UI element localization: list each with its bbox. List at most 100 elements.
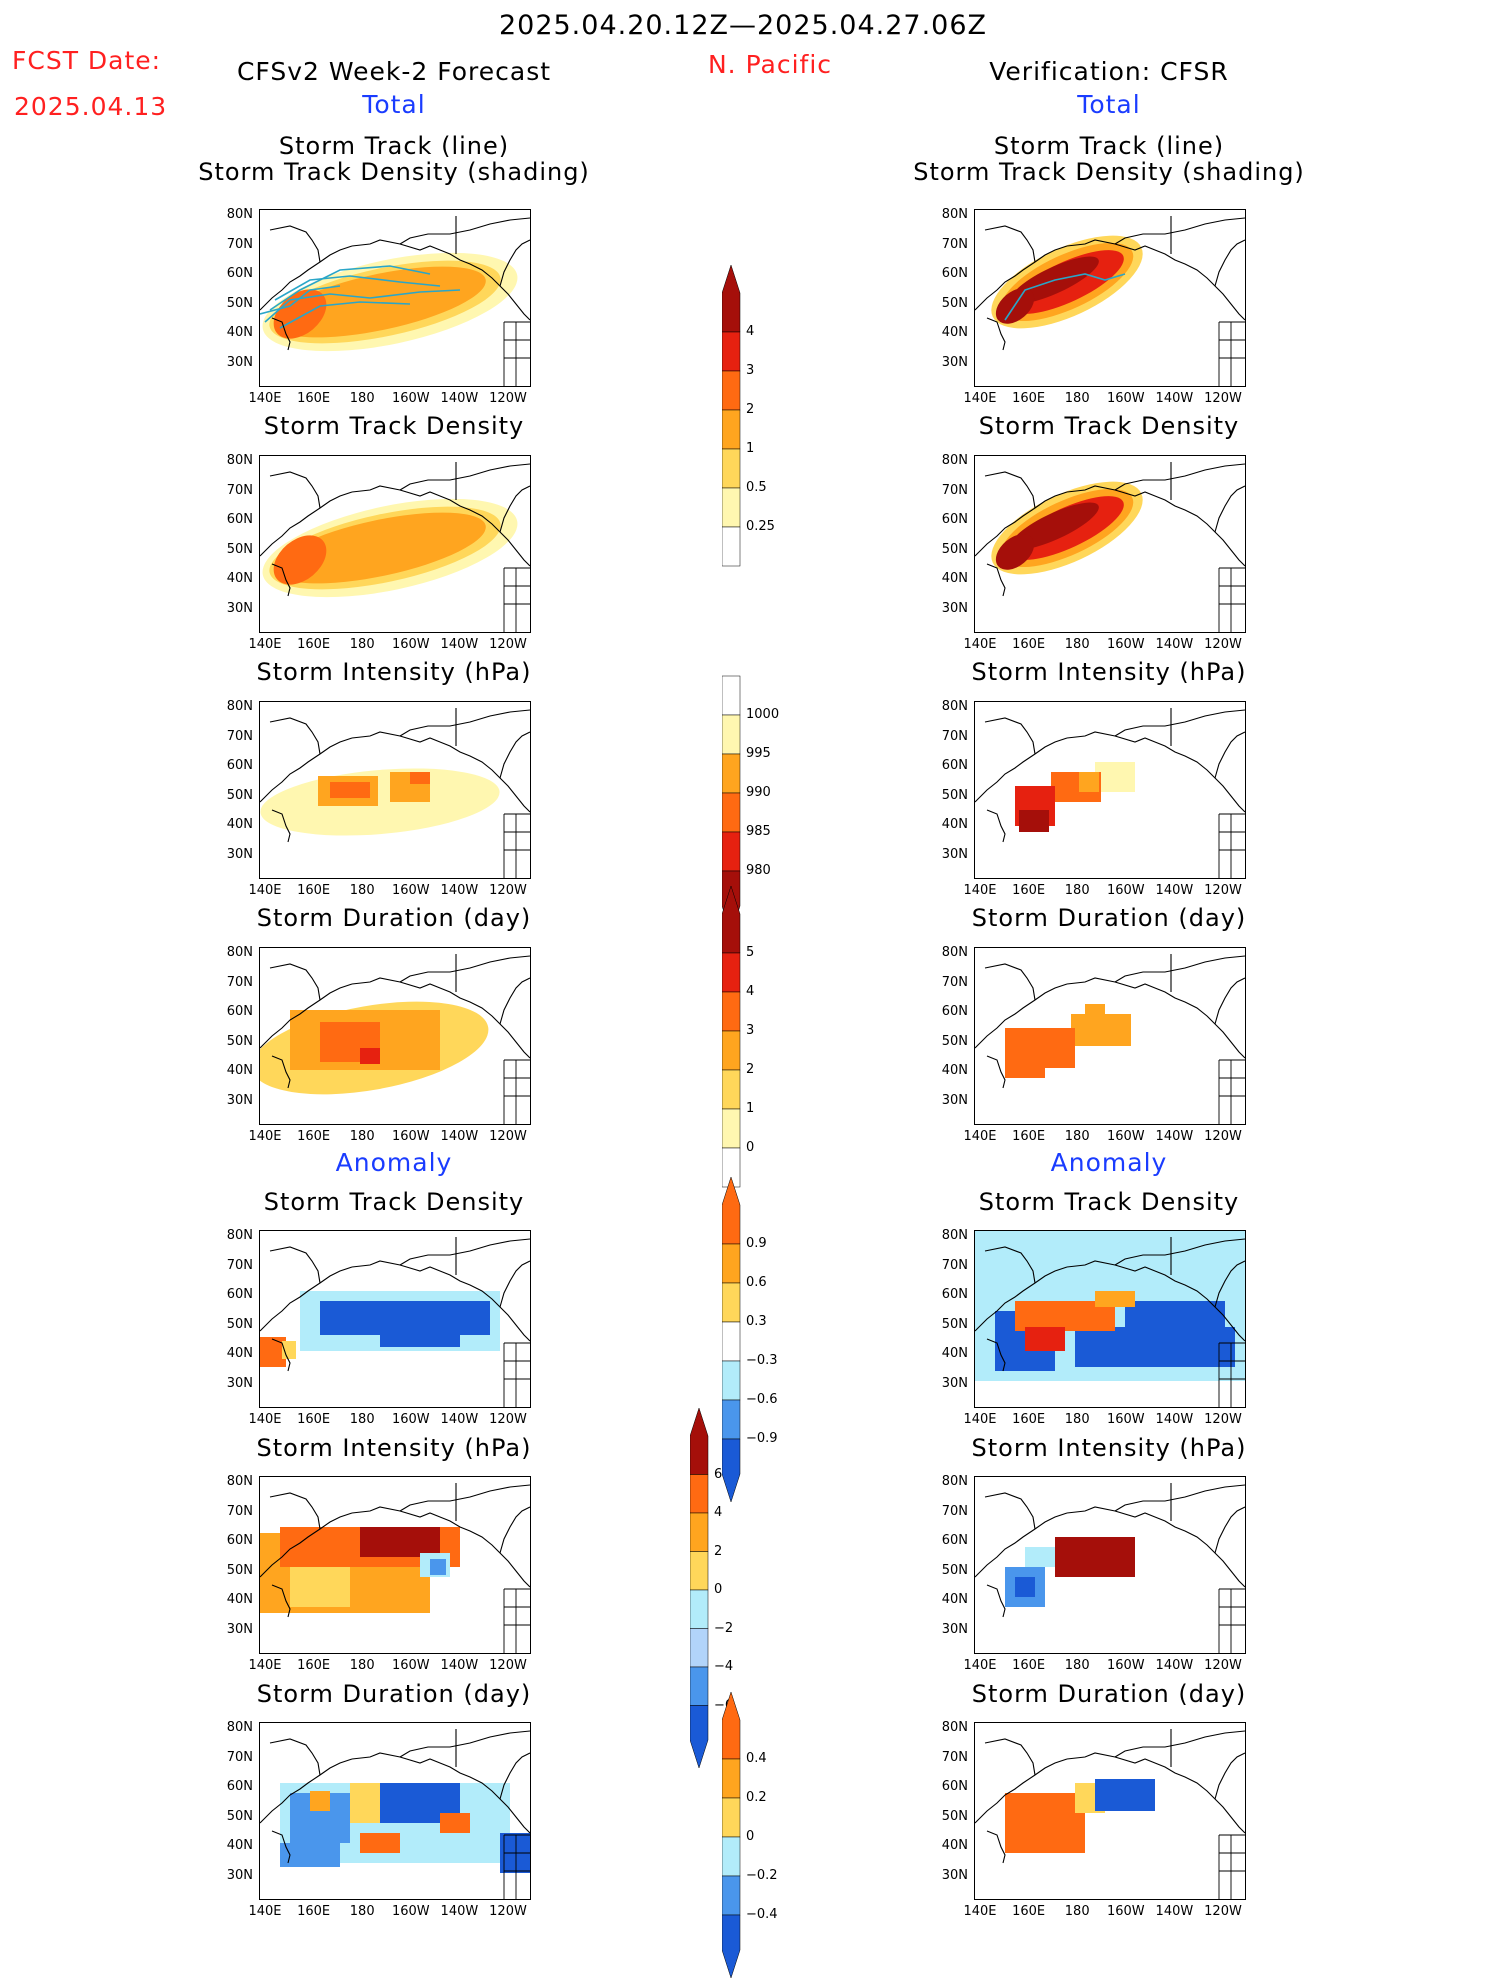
- lon-tick-label: 160W: [1106, 1658, 1145, 1673]
- lon-tick-label: 180: [1064, 637, 1090, 652]
- colorbar-tick-label: 0.3: [746, 1314, 767, 1329]
- colorbar-tick-label: 0: [746, 1140, 755, 1155]
- colorbar-tick-label: 0.5: [746, 480, 767, 495]
- lat-tick-label: 50N: [226, 1316, 253, 1332]
- colorbar-tick-label: 990: [746, 785, 771, 800]
- lon-tick-label: 140W: [440, 1658, 479, 1673]
- lon-tick-label: 120W: [489, 637, 527, 652]
- lat-tick-label: 40N: [226, 325, 253, 340]
- colorbar-tick-label: −0.3: [746, 1353, 778, 1368]
- colorbar-duration-total: 5 4 3 2 1 0: [722, 886, 812, 1188]
- lon-tick-label: 160E: [1012, 1129, 1046, 1144]
- lat-tick-label: 30N: [941, 600, 968, 616]
- lat-tick-label: 70N: [226, 1749, 253, 1765]
- lat-tick-label: 60N: [226, 1004, 253, 1019]
- lon-tick-label: 140W: [440, 883, 479, 898]
- lat-tick-label: 40N: [941, 1063, 968, 1078]
- lon-tick-label: 140E: [248, 1129, 282, 1144]
- colorbar-intensity-anomaly: 6 4 2 0 −2 −4 −6: [690, 1408, 780, 1769]
- lat-tick-label: 80N: [226, 699, 253, 714]
- lat-tick-label: 80N: [226, 1720, 253, 1735]
- verification-map-panel: [974, 455, 1246, 633]
- lon-tick-label: 120W: [489, 391, 527, 406]
- lat-tick-label: 30N: [226, 1621, 253, 1637]
- colorbar-tick-label: 995: [746, 746, 771, 761]
- lon-tick-label: 180: [349, 391, 375, 406]
- lat-tick-label: 80N: [226, 453, 253, 468]
- verification-map-panel: [974, 701, 1246, 879]
- lon-tick-label: 140E: [248, 883, 282, 898]
- lat-tick-label: 30N: [226, 1867, 253, 1883]
- lon-tick-label: 160E: [297, 1904, 331, 1919]
- lon-tick-label: 160W: [1106, 1129, 1145, 1144]
- lon-tick-label: 140E: [248, 391, 282, 406]
- lat-tick-label: 80N: [226, 945, 253, 960]
- lon-tick-label: 180: [1064, 1412, 1090, 1427]
- lat-tick-label: 30N: [226, 354, 253, 370]
- lon-tick-label: 140W: [1155, 637, 1194, 652]
- lon-tick-label: 180: [1064, 391, 1090, 406]
- lat-tick-label: 40N: [226, 571, 253, 586]
- lat-tick-label: 40N: [226, 1063, 253, 1078]
- verification-map-panel: [974, 1722, 1246, 1900]
- lon-tick-label: 140W: [440, 391, 479, 406]
- lon-tick-label: 120W: [489, 1658, 527, 1673]
- lat-tick-label: 80N: [941, 207, 968, 222]
- lat-tick-label: 60N: [226, 1779, 253, 1794]
- lat-tick-label: 50N: [941, 1808, 968, 1824]
- lat-tick-label: 50N: [226, 787, 253, 803]
- lon-tick-label: 180: [1064, 1658, 1090, 1673]
- lon-tick-label: 160W: [1106, 1412, 1145, 1427]
- lat-tick-label: 50N: [226, 295, 253, 311]
- lon-tick-label: 180: [349, 1129, 375, 1144]
- lat-tick-label: 30N: [226, 846, 253, 862]
- lon-tick-label: 160W: [1106, 883, 1145, 898]
- panel-title-intensity: Storm Intensity (hPa): [256, 1434, 532, 1462]
- lon-tick-label: 140E: [963, 883, 997, 898]
- lon-tick-label: 180: [1064, 1129, 1090, 1144]
- lon-tick-label: 140W: [1155, 1129, 1194, 1144]
- lon-tick-label: 160E: [297, 391, 331, 406]
- lat-tick-label: 30N: [941, 1375, 968, 1391]
- colorbar-tick-label: 1000: [746, 707, 780, 722]
- lon-tick-label: 160E: [297, 1129, 331, 1144]
- lat-tick-label: 50N: [941, 1033, 968, 1049]
- right-total-label: Total: [1077, 90, 1141, 119]
- panel-title-track-line: Storm Track (line): [278, 132, 510, 160]
- lat-tick-label: 60N: [941, 1533, 968, 1548]
- lon-tick-label: 140E: [963, 1904, 997, 1919]
- lat-tick-label: 30N: [941, 846, 968, 862]
- panel-title-intensity: Storm Intensity (hPa): [256, 658, 532, 686]
- lat-tick-label: 80N: [941, 699, 968, 714]
- colorbar-tick-label: −0.4: [746, 1907, 778, 1922]
- lat-tick-label: 80N: [941, 1474, 968, 1489]
- lon-tick-label: 160W: [391, 1904, 430, 1919]
- lon-tick-label: 160E: [1012, 883, 1046, 898]
- panel-title-duration: Storm Duration (day): [256, 904, 532, 932]
- forecast-title: CFSv2 Week-2 Forecast: [236, 57, 552, 86]
- colorbar-tick-label: −0.6: [746, 1392, 778, 1407]
- colorbar-tick-label: 4: [746, 324, 755, 339]
- colorbar-tick-label: 0: [714, 1582, 723, 1597]
- colorbar-tick-label: 2: [714, 1543, 723, 1559]
- lat-tick-label: 40N: [941, 1592, 968, 1607]
- lat-tick-label: 50N: [226, 541, 253, 557]
- lat-tick-label: 40N: [226, 1592, 253, 1607]
- panel-title-track-density: Storm Track Density: [978, 412, 1240, 440]
- lon-tick-label: 160W: [391, 637, 430, 652]
- colorbar-tick-label: 5: [746, 945, 755, 960]
- lat-tick-label: 80N: [941, 453, 968, 468]
- lat-tick-label: 50N: [941, 541, 968, 557]
- forecast-map-panel: [259, 701, 531, 879]
- lat-tick-label: 80N: [941, 945, 968, 960]
- lat-tick-label: 30N: [226, 1375, 253, 1391]
- colorbar-tick-label: 1: [746, 1101, 755, 1116]
- colorbar-tick-label: 985: [746, 824, 771, 839]
- left-anomaly-label: Anomaly: [335, 1148, 453, 1177]
- colorbar-tick-label: −4: [714, 1659, 734, 1674]
- lat-tick-label: 70N: [226, 728, 253, 744]
- lon-tick-label: 120W: [489, 883, 527, 898]
- lat-tick-label: 60N: [941, 758, 968, 773]
- colorbar-tick-label: 0.4: [746, 1751, 767, 1766]
- colorbar-tick-label: 6: [714, 1466, 723, 1482]
